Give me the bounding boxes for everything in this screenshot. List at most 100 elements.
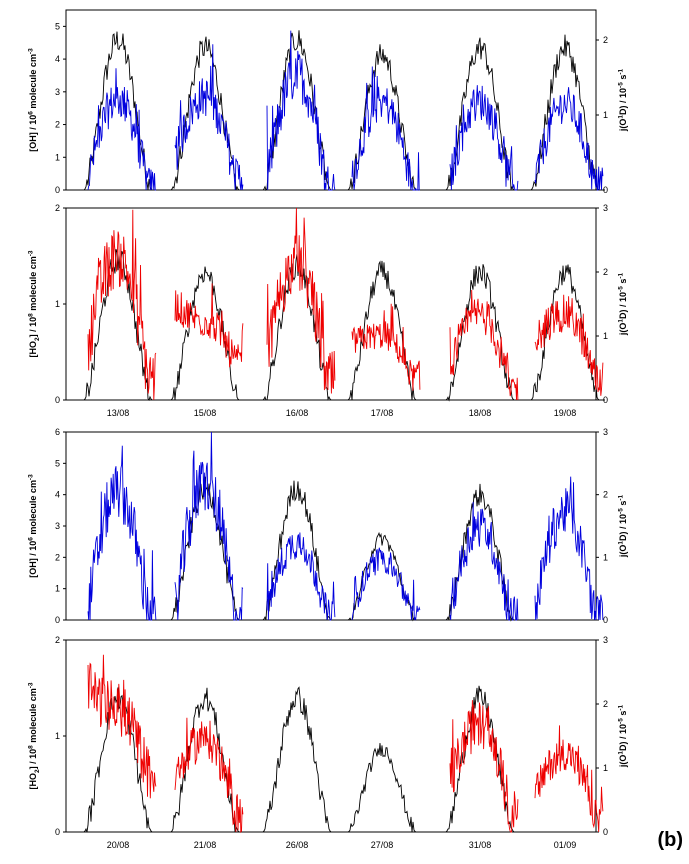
series-measured-day-1	[87, 654, 157, 799]
y-tick-label-right: 1	[603, 552, 608, 562]
series-measured-day-4	[351, 66, 420, 191]
y-tick-label-left: 2	[55, 203, 60, 213]
y-tick-label-right: 0	[603, 827, 608, 837]
series-jo1d-day-2	[165, 266, 245, 401]
series-measured-day-2	[174, 431, 244, 621]
y-axis-label-left: [HO2] / 108 molecule cm-3	[28, 250, 42, 357]
y-tick-label-right: 0	[603, 615, 608, 625]
y-tick-label-left: 2	[55, 635, 60, 645]
series-measured-day-5	[449, 700, 519, 833]
series-jo1d-day-4	[342, 531, 422, 622]
panel-letter: (b)	[657, 829, 683, 851]
series-jo1d-day-3	[257, 686, 337, 833]
series-measured-day-2	[174, 283, 244, 368]
y-axis-label-right-text: j(O1D) / 10-5 s-1	[618, 272, 629, 336]
y-axis-label-right: j(O1D) / 10-5 s-1	[618, 272, 629, 336]
chart-panel-4: 0 1 2 0 1 2 3 [HO2] / 108 molecule cm-3 j(O1D) /…	[28, 635, 629, 850]
series-measured-day-1	[87, 209, 157, 401]
y-tick-label-right: 1	[603, 110, 608, 120]
y-axis-label-left: [OH] / 106 molecule cm-3	[28, 48, 39, 152]
y-tick-label-left: 0	[55, 827, 60, 837]
y-tick-label-left: 5	[55, 21, 60, 31]
chart-panel-2: 0 1 2 0 1 2 3 [HO2] / 108 molecule cm-3 j(O1D) /…	[28, 203, 629, 418]
y-tick-label-left: 1	[55, 584, 60, 594]
y-tick-label-left: 6	[55, 427, 60, 437]
series-jo1d-day-1	[78, 248, 158, 401]
y-tick-label-left: 1	[55, 152, 60, 162]
y-tick-label-right: 2	[603, 699, 608, 709]
chart-panel-3: 0 1 2 3 4 5 6 0 1 2 3 [OH] / 106 molecule cm-3 j(O1D…	[28, 427, 629, 625]
x-tick-label: 17/08	[371, 408, 394, 418]
x-tick-label: 19/08	[554, 408, 577, 418]
x-tick-label: 27/08	[371, 840, 394, 850]
series-jo1d-day-6	[525, 34, 605, 191]
x-tick-label: 21/08	[194, 840, 217, 850]
series-measured-day-6	[534, 476, 604, 621]
series-measured-day-4	[351, 303, 421, 391]
x-tick-label: 31/08	[469, 840, 492, 850]
x-tick-label: 16/08	[286, 408, 309, 418]
x-tick-label: 01/09	[554, 840, 577, 850]
y-tick-label-left: 4	[55, 54, 60, 64]
y-axis-label-left-text: [OH] / 106 molecule cm-3	[28, 48, 39, 152]
series-measured-day-6	[534, 294, 604, 396]
y-tick-label-left: 2	[55, 120, 60, 130]
plot-frame	[65, 639, 597, 833]
y-tick-label-right: 2	[603, 267, 608, 277]
series-measured-day-5	[449, 289, 519, 401]
y-axis-label-left-text: [HO2] / 108 molecule cm-3	[28, 250, 42, 357]
series-jo1d-day-5	[440, 264, 520, 402]
y-axis-label-right: j(O1D) / 10-5 s-1	[618, 68, 629, 132]
y-tick-label-right: 3	[603, 635, 608, 645]
y-axis-label-right-text: j(O1D) / 10-5 s-1	[618, 704, 629, 768]
y-axis-label-right-text: j(O1D) / 10-5 s-1	[618, 68, 629, 132]
series-jo1d-day-2	[165, 36, 245, 191]
series-jo1d-day-3	[257, 30, 337, 192]
y-tick-label-right: 3	[603, 427, 608, 437]
series-measured-day-6	[534, 725, 604, 833]
y-tick-label-left: 0	[55, 615, 60, 625]
y-axis-label-left: [OH] / 106 molecule cm-3	[28, 474, 39, 578]
y-tick-label-left: 1	[55, 731, 60, 741]
y-tick-label-right: 2	[603, 490, 608, 500]
y-tick-label-right: 1	[603, 763, 608, 773]
y-tick-label-right: 2	[603, 35, 608, 45]
y-tick-label-right: 0	[603, 395, 608, 405]
series-measured-day-3	[266, 207, 336, 394]
y-tick-label-left: 1	[55, 299, 60, 309]
series-measured-day-5	[449, 501, 519, 621]
x-tick-label: 15/08	[194, 408, 217, 418]
y-axis-label-right: j(O1D) / 10-5 s-1	[618, 494, 629, 558]
x-tick-label: 18/08	[469, 408, 492, 418]
series-measured-day-2	[174, 44, 244, 191]
y-tick-label-left: 0	[55, 395, 60, 405]
y-tick-label-right: 3	[603, 203, 608, 213]
series-measured-day-4	[351, 547, 421, 621]
chart-panel-1: 0 1 2 3 4 5 0 1 2 [OH] / 106 molecule cm-3 j(O1D) …	[28, 9, 629, 195]
y-tick-label-left: 3	[55, 521, 60, 531]
plot-frame	[65, 9, 597, 191]
y-axis-label-right-text: j(O1D) / 10-5 s-1	[618, 494, 629, 558]
x-tick-label: 13/08	[107, 408, 130, 418]
y-tick-label-left: 4	[55, 490, 60, 500]
y-axis-label-left-text: [HO2] / 108 molecule cm-3	[28, 682, 42, 789]
series-jo1d-day-4	[342, 743, 422, 833]
y-tick-label-left: 2	[55, 552, 60, 562]
series-jo1d-day-5	[440, 685, 520, 833]
series-jo1d-day-6	[525, 264, 605, 401]
x-tick-label: 20/08	[107, 840, 130, 850]
series-measured-day-3	[266, 30, 336, 191]
y-tick-label-right: 1	[603, 331, 608, 341]
series-measured-day-5	[449, 85, 519, 191]
y-axis-label-left-text: [OH] / 106 molecule cm-3	[28, 474, 39, 578]
series-measured-day-1	[87, 445, 157, 621]
y-tick-label-left: 0	[55, 185, 60, 195]
x-tick-label: 26/08	[286, 840, 309, 850]
y-tick-label-left: 5	[55, 458, 60, 468]
series-measured-day-3	[266, 532, 336, 621]
y-tick-label-left: 3	[55, 87, 60, 97]
y-tick-label-right: 0	[603, 185, 608, 195]
series-measured-day-1	[87, 68, 156, 191]
series-measured-day-2	[174, 717, 244, 834]
